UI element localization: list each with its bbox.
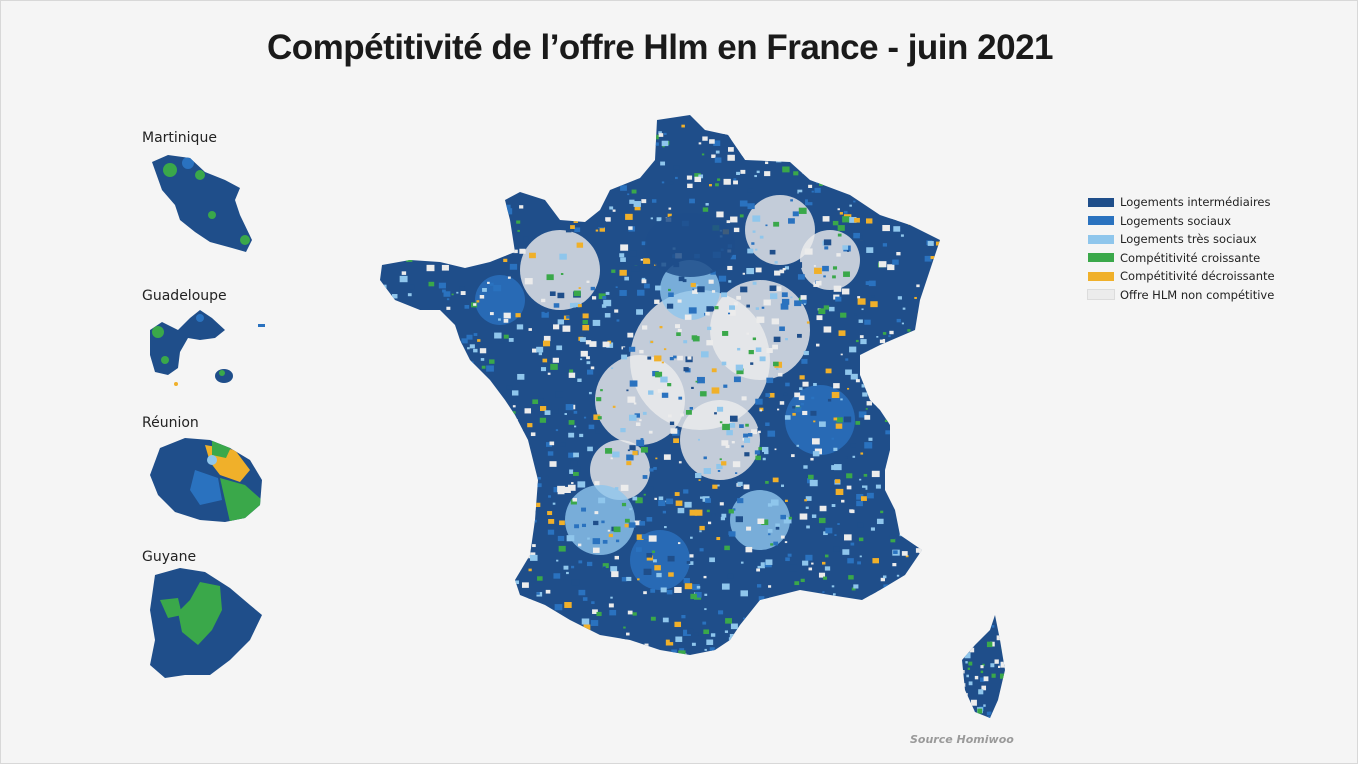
guyane-map — [150, 568, 262, 678]
legend-item: Offre HLM non compétitive — [1087, 286, 1275, 305]
legend-item: Compétitivité décroissante — [1088, 267, 1275, 286]
metropolitan-france-map — [380, 115, 940, 655]
legend-swatch — [1087, 289, 1115, 301]
label-reunion: Réunion — [142, 415, 199, 431]
label-guyane: Guyane — [142, 549, 197, 565]
guadeloupe-map — [150, 310, 265, 386]
legend-label: Logements intermédiaires — [1120, 195, 1271, 210]
legend-swatch — [1088, 253, 1114, 263]
legend-label: Logements très sociaux — [1120, 232, 1257, 247]
label-guadeloupe: Guadeloupe — [142, 288, 227, 304]
legend-item: Logements sociaux — [1088, 212, 1275, 231]
map-title: Compétitivité de l’offre Hlm en France -… — [266, 28, 1054, 67]
map-legend: Logements intermédiaires Logements socia… — [1087, 193, 1275, 305]
legend-label: Logements sociaux — [1120, 213, 1232, 228]
legend-item: Logements intermédiaires — [1088, 193, 1275, 212]
legend-label: Compétitivité croissante — [1120, 250, 1261, 265]
martinique-map — [152, 155, 252, 252]
legend-swatch — [1088, 271, 1114, 281]
source-credit: Source Homiwoo — [910, 733, 1014, 746]
legend-swatch — [1088, 216, 1114, 226]
reunion-map — [150, 438, 262, 522]
corsica-map — [962, 615, 1005, 718]
legend-item: Logements très sociaux — [1088, 230, 1275, 249]
label-martinique: Martinique — [142, 130, 217, 146]
legend-label: Compétitivité décroissante — [1120, 269, 1275, 284]
legend-swatch — [1088, 197, 1114, 207]
legend-swatch — [1088, 234, 1114, 244]
legend-label: Offre HLM non compétitive — [1120, 287, 1275, 302]
legend-item: Compétitivité croissante — [1088, 249, 1275, 268]
